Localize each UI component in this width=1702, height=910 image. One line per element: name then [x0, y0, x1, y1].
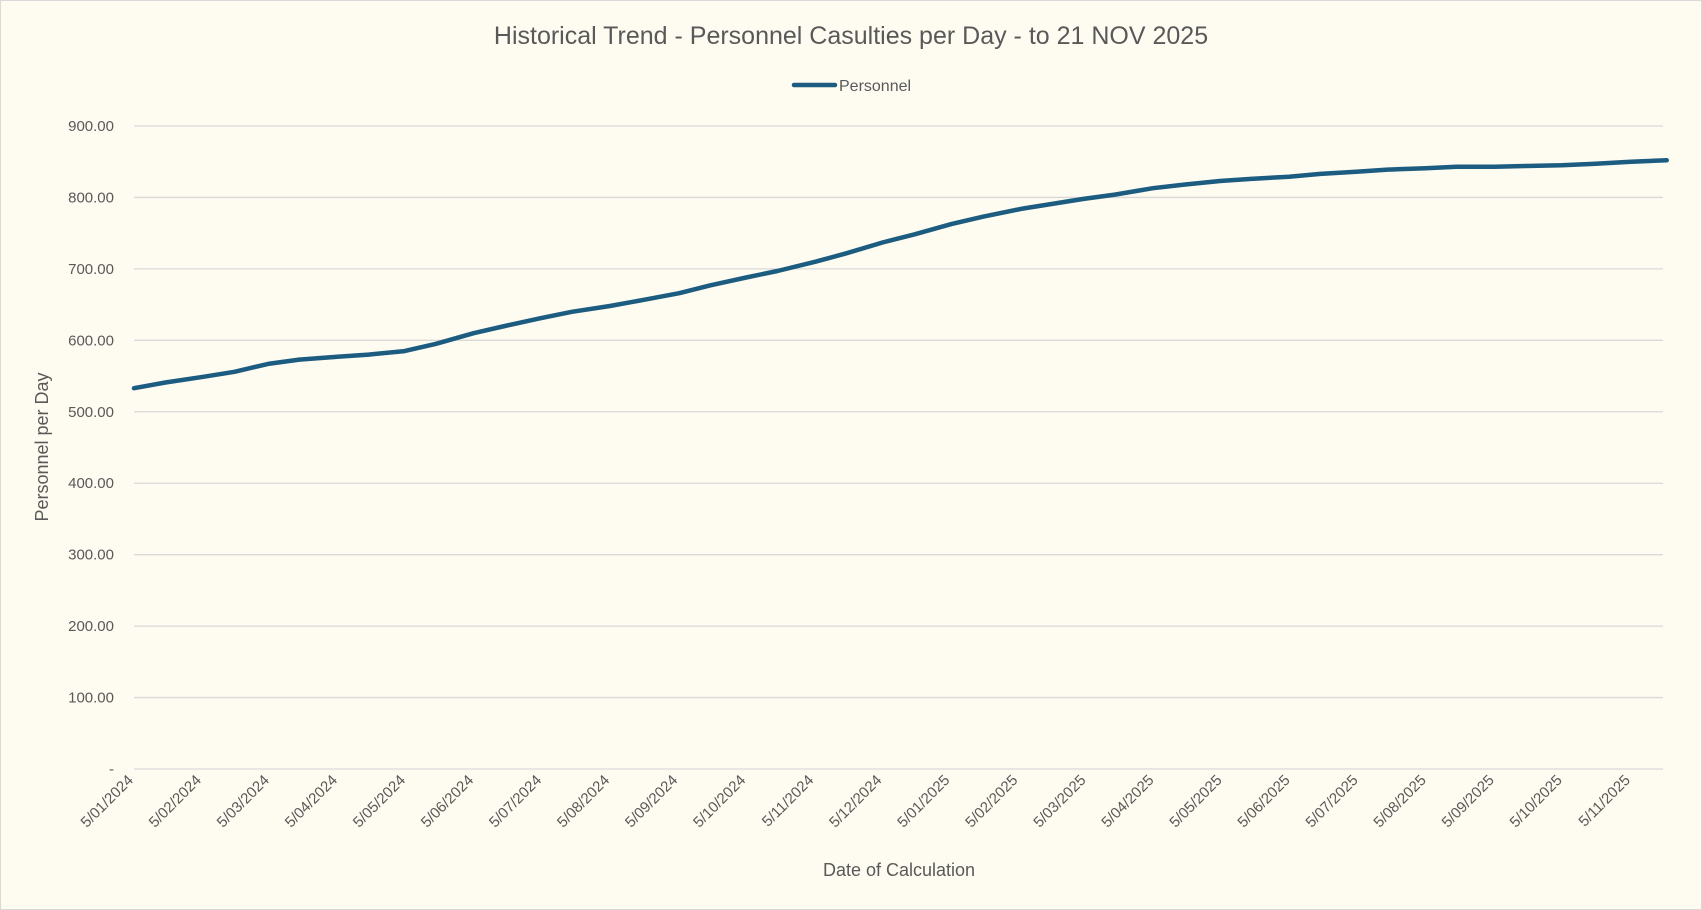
x-tick-label: 5/09/2024	[622, 772, 681, 831]
x-tick-label: 5/07/2025	[1302, 772, 1361, 831]
legend-label-personnel: Personnel	[839, 78, 911, 95]
y-tick-label: 900.00	[68, 118, 114, 135]
series-line-personnel	[131, 158, 1669, 391]
y-tick-label: 400.00	[68, 475, 114, 492]
x-tick-label: 5/07/2024	[486, 772, 545, 831]
y-tick-label: 100.00	[68, 690, 114, 707]
x-tick-label: 5/02/2024	[146, 772, 205, 831]
x-axis-title: Date of Calculation	[823, 860, 975, 880]
x-tick-label: 5/12/2024	[826, 772, 885, 831]
chart-title: Historical Trend - Personnel Casulties p…	[494, 22, 1208, 50]
x-tick-label: 5/05/2025	[1166, 772, 1225, 831]
y-tick-label: -	[109, 761, 114, 778]
x-axis-ticks: 5/01/2024 5/02/2024 5/03/2024 5/04/2024 5/05…	[78, 772, 1634, 831]
legend: Personnel	[791, 78, 911, 95]
y-axis-title: Personnel per Day	[32, 372, 52, 521]
x-tick-label: 5/11/2025	[1575, 772, 1633, 830]
x-tick-label: 5/05/2024	[350, 772, 409, 831]
y-tick-label: 800.00	[68, 189, 114, 206]
x-tick-label: 5/08/2024	[554, 772, 613, 831]
x-tick-label: 5/06/2024	[418, 772, 477, 831]
x-tick-label: 5/04/2025	[1098, 772, 1157, 831]
x-tick-label: 5/03/2024	[214, 772, 273, 831]
gridlines	[134, 125, 1663, 770]
y-tick-label: 600.00	[68, 332, 114, 349]
y-axis-ticks: - 100.00 200.00 300.00 400.00 500.00 600.00 700…	[68, 118, 114, 778]
y-tick-label: 700.00	[68, 261, 114, 278]
x-tick-label: 5/04/2024	[282, 772, 341, 831]
x-tick-label: 5/01/2025	[894, 772, 953, 831]
series-area	[131, 158, 1669, 391]
y-tick-label: 200.00	[68, 618, 114, 635]
x-tick-label: 5/01/2024	[78, 772, 137, 831]
x-tick-label: 5/03/2025	[1030, 772, 1089, 831]
x-tick-label: 5/10/2024	[690, 772, 749, 831]
x-tick-label: 5/11/2024	[759, 772, 817, 830]
x-tick-label: 5/02/2025	[962, 772, 1021, 831]
y-tick-label: 300.00	[68, 547, 114, 564]
x-tick-label: 5/09/2025	[1439, 772, 1498, 831]
x-tick-label: 5/10/2025	[1507, 772, 1566, 831]
x-tick-label: 5/06/2025	[1234, 772, 1293, 831]
y-tick-label: 500.00	[68, 404, 114, 421]
x-tick-label: 5/08/2025	[1370, 772, 1429, 831]
